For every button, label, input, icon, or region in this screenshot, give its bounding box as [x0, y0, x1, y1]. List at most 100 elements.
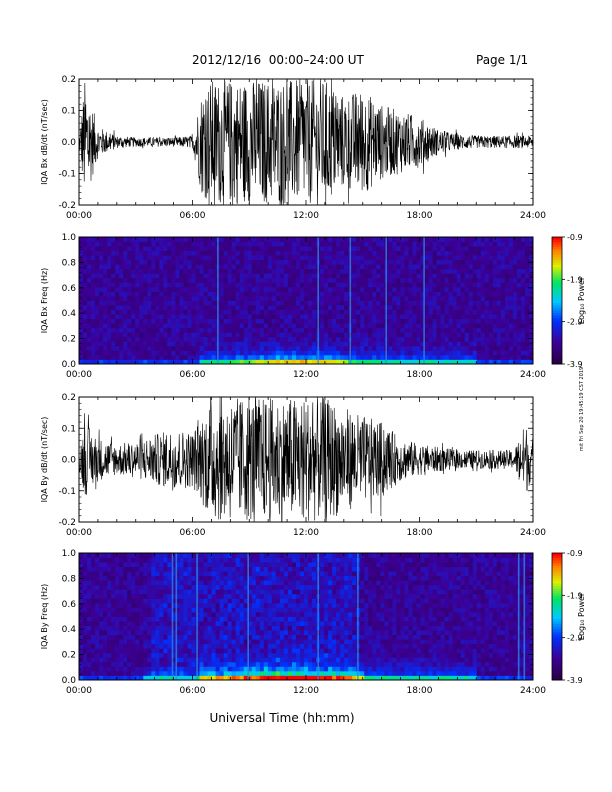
colorbar-segment	[552, 295, 562, 299]
colorbar-segment	[552, 603, 562, 607]
colorbar-segment	[552, 242, 562, 246]
page-title: 2012/12/16 00:00–24:00 UT	[192, 53, 364, 67]
colorbar-segment	[552, 285, 562, 289]
y-tick-label: -0.2	[58, 518, 76, 528]
x-tick-label: 06:00	[180, 686, 206, 696]
spectral-stripe	[423, 237, 425, 364]
colorbar-segment	[552, 308, 562, 312]
colorbar-segment	[552, 272, 562, 276]
spectrogram-cells	[79, 553, 534, 681]
colorbar-segment	[552, 570, 562, 574]
colorbar-segment	[552, 320, 562, 324]
spectral-stripe	[523, 553, 526, 680]
colorbar-segment	[552, 677, 562, 681]
y-axis-title: IQA Bx dB/dt (nT/sec)	[40, 99, 49, 185]
y-axis-title: IQA By Freq (Hz)	[40, 584, 49, 650]
colorbar-segment	[552, 351, 562, 355]
colorbar-tick-label: -1.9	[567, 591, 583, 600]
colorbar-segment	[552, 290, 562, 294]
colorbar-segment	[552, 646, 562, 651]
y-axis-title: IQA By dB/dt (nT/sec)	[40, 417, 49, 503]
colorbar-segment	[552, 257, 562, 261]
colorbar-segment	[552, 346, 562, 350]
colorbar-segment	[552, 626, 562, 630]
x-tick-label: 18:00	[407, 686, 433, 696]
colorbar-segment	[552, 328, 562, 332]
colorbar-segment	[552, 336, 562, 340]
colorbar-segment	[552, 348, 562, 352]
spectral-stripe	[349, 237, 352, 364]
colorbar-segment	[552, 662, 562, 666]
side-note: mit Fri Sep 20 19:45:19 CST 2019	[579, 367, 585, 451]
colorbar-segment	[552, 343, 562, 347]
x-tick-label: 12:00	[293, 528, 319, 538]
colorbar-segment	[552, 267, 562, 271]
y-tick-label: 0.2	[62, 335, 76, 345]
colorbar-tick-label: -2.9	[567, 634, 583, 643]
colorbar-segment	[552, 601, 562, 605]
colorbar-segment	[552, 338, 562, 342]
colorbar-segment	[552, 596, 562, 600]
colorbar-segment	[552, 580, 562, 584]
colorbar-segment	[552, 313, 562, 317]
spectral-stripe	[357, 553, 359, 680]
colorbar-segment	[552, 356, 562, 360]
colorbar-segment	[552, 259, 562, 263]
colorbar-segment	[552, 262, 562, 266]
colorbar-segment	[552, 252, 562, 256]
y-tick-label: -0.1	[58, 170, 76, 180]
colorbar-segment	[552, 247, 562, 251]
y-tick-label: 0.2	[62, 75, 76, 85]
x-tick-label: 06:00	[180, 528, 206, 538]
colorbar-segment	[552, 325, 562, 329]
colorbar-segment	[552, 573, 562, 577]
y-tick-label: -0.2	[58, 201, 76, 211]
colorbar-segment	[552, 558, 562, 562]
colorbar-segment	[552, 591, 562, 595]
y-axis-title: IQA Bx Freq (Hz)	[40, 268, 49, 334]
colorbar-frame	[551, 552, 563, 681]
colorbar-segment	[552, 624, 562, 628]
colorbar-tick-label: -3.9	[567, 360, 583, 369]
colorbar-segment	[552, 583, 562, 587]
y-tick-label: 1.0	[62, 233, 77, 243]
x-tick-label: 24:00	[520, 686, 546, 696]
colorbar-segment	[552, 619, 562, 623]
colorbar-segment	[552, 244, 562, 248]
y-tick-label: 0.1	[62, 107, 76, 117]
x-tick-label: 00:00	[66, 686, 92, 696]
colorbar-segment	[552, 287, 562, 291]
colorbar-segment	[552, 598, 562, 602]
x-tick-label: 00:00	[66, 528, 92, 538]
colorbar-segment	[552, 305, 562, 309]
y-tick-label: 0.8	[62, 258, 77, 268]
colorbar-segment	[552, 588, 562, 592]
colorbar-segment	[552, 674, 562, 678]
colorbar-segment	[552, 616, 562, 620]
colorbar-segment	[552, 621, 562, 625]
colorbar-segment	[552, 644, 562, 648]
x-tick-label: 18:00	[407, 528, 433, 538]
trace-series	[79, 397, 533, 522]
y-tick-label: 0.0	[62, 360, 77, 370]
spectral-stripe	[171, 553, 174, 680]
trace-series	[79, 79, 533, 205]
x-tick-label: 00:00	[66, 370, 92, 380]
colorbar-segment	[552, 275, 562, 279]
colorbar-segment	[552, 239, 562, 243]
spectral-stripe	[517, 553, 520, 680]
y-tick-label: 0.6	[62, 284, 77, 294]
colorbar-segment	[552, 341, 562, 345]
x-tick-label: 24:00	[520, 211, 546, 221]
y-tick-label: 0.0	[62, 138, 77, 148]
x-tick-label: 06:00	[180, 370, 206, 380]
panel-3: 00:00 06:00 12:00 18:00 24:00 0.2 0.1 0.0 -0.1 -0…	[40, 393, 546, 538]
x-tick-label: 18:00	[407, 370, 433, 380]
colorbar-segment	[552, 333, 562, 337]
colorbar-segment	[552, 657, 562, 661]
colorbar-segment	[552, 237, 562, 241]
colorbar-segment	[552, 318, 562, 322]
colorbar-segment	[552, 641, 562, 645]
colorbar-segment	[552, 292, 562, 296]
colorbar-segment	[552, 578, 562, 582]
